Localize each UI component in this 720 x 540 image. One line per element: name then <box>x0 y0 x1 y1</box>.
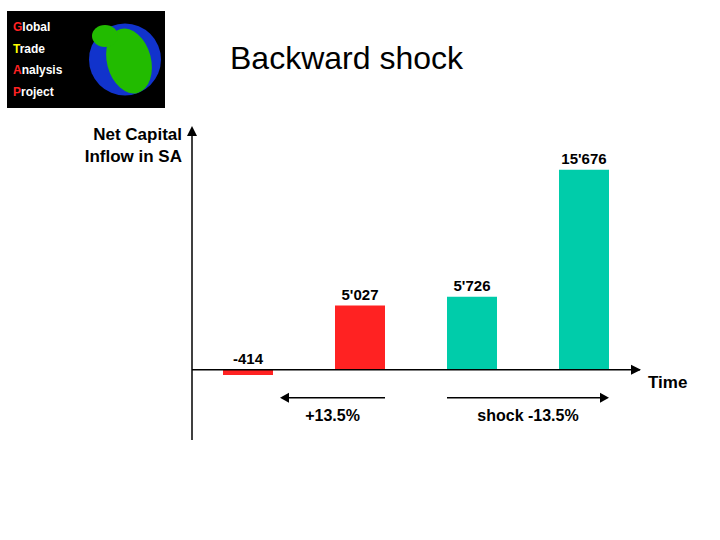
svg-text:Time: Time <box>648 373 687 392</box>
svg-text:Project: Project <box>13 85 54 99</box>
svg-text:shock -13.5%: shock -13.5% <box>477 407 578 424</box>
svg-text:Global: Global <box>13 20 50 34</box>
svg-text:+13.5%: +13.5% <box>305 407 360 424</box>
svg-text:Net Capital: Net Capital <box>93 125 182 144</box>
html-text:Backward shock: Backward shock <box>230 40 463 76</box>
svg-text:-414: -414 <box>233 350 264 367</box>
svg-text:5'726: 5'726 <box>454 277 491 294</box>
svg-text:Inflow in SA: Inflow in SA <box>85 147 182 166</box>
svg-text:Analysis: Analysis <box>13 63 63 77</box>
svg-text:5'027: 5'027 <box>342 286 379 303</box>
svg-text:Trade: Trade <box>13 42 45 56</box>
svg-text:15'676: 15'676 <box>561 150 606 167</box>
